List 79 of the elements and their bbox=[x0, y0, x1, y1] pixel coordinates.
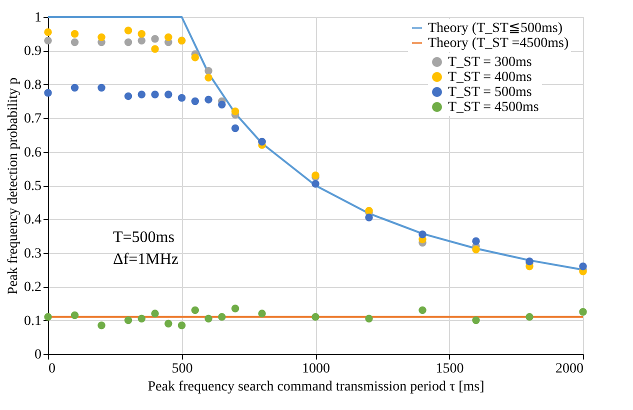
legend-label: Theory (T_ST =4500ms) bbox=[428, 36, 569, 51]
point bbox=[44, 313, 52, 321]
y-axis-title: Peak frequency detection probability p bbox=[6, 78, 21, 294]
legend-label: T_ST = 4500ms bbox=[448, 100, 539, 115]
point bbox=[258, 310, 266, 318]
x-tick-label: 1500 bbox=[436, 362, 464, 376]
point bbox=[70, 38, 79, 46]
point bbox=[98, 84, 106, 92]
point bbox=[151, 90, 159, 98]
point bbox=[579, 262, 587, 270]
point bbox=[124, 316, 132, 324]
point bbox=[138, 90, 146, 98]
point bbox=[472, 237, 480, 245]
point bbox=[164, 90, 172, 98]
x-axis-title: Peak frequency search command transmission period τ [ms] bbox=[148, 380, 484, 394]
point bbox=[164, 33, 172, 42]
point bbox=[312, 313, 320, 321]
legend-label: T_ST = 400ms bbox=[448, 70, 532, 85]
point bbox=[70, 84, 79, 92]
annotation: Δf=1MHz bbox=[113, 251, 179, 268]
point bbox=[138, 314, 146, 322]
point bbox=[231, 304, 240, 312]
legend-label: Theory (T_ST≦500ms) bbox=[428, 21, 563, 36]
x-tick-label: 500 bbox=[172, 362, 193, 376]
point bbox=[138, 36, 146, 44]
point bbox=[98, 321, 106, 330]
point bbox=[124, 92, 132, 100]
y-tick-label: 0.7 bbox=[24, 112, 42, 127]
point bbox=[472, 316, 480, 324]
y-tick-label: 0 bbox=[34, 348, 42, 362]
point bbox=[418, 306, 426, 314]
point bbox=[218, 313, 226, 321]
point bbox=[191, 97, 199, 106]
point bbox=[191, 54, 199, 62]
point bbox=[178, 321, 186, 330]
y-tick-label: 0.5 bbox=[24, 179, 42, 194]
point bbox=[44, 36, 52, 44]
point bbox=[178, 94, 186, 102]
point bbox=[151, 35, 159, 43]
point bbox=[526, 313, 534, 321]
point bbox=[472, 246, 480, 254]
legend-label: T_ST = 500ms bbox=[448, 85, 532, 100]
y-tick-label: 0.3 bbox=[24, 246, 42, 262]
y-tick-label: 0.2 bbox=[24, 280, 42, 296]
point bbox=[579, 308, 587, 316]
point bbox=[138, 30, 146, 38]
point bbox=[231, 107, 240, 116]
point bbox=[365, 314, 373, 322]
legend-label: T_ST = 300ms bbox=[448, 55, 532, 70]
point bbox=[191, 306, 199, 314]
point bbox=[151, 310, 159, 318]
point bbox=[124, 38, 132, 46]
point bbox=[312, 180, 320, 188]
point bbox=[98, 33, 106, 42]
point bbox=[151, 45, 159, 53]
y-tick-label: 0.8 bbox=[24, 78, 42, 93]
x-tick-label: 1000 bbox=[302, 362, 330, 376]
y-tick-label: 0.1 bbox=[24, 314, 42, 329]
point bbox=[164, 320, 172, 328]
y-tick-label: 1 bbox=[34, 10, 42, 26]
point bbox=[218, 100, 226, 108]
y-tick-label: 0.9 bbox=[24, 44, 42, 60]
point bbox=[70, 311, 79, 320]
x-tick-label: 2000 bbox=[556, 362, 584, 376]
point bbox=[204, 67, 212, 75]
point bbox=[204, 74, 212, 82]
annotation: T=500ms bbox=[113, 229, 174, 246]
y-tick-label: 0.6 bbox=[24, 145, 42, 160]
point bbox=[44, 88, 52, 97]
point bbox=[44, 28, 52, 36]
x-tick-label: 0 bbox=[48, 362, 56, 376]
point bbox=[124, 26, 132, 34]
point bbox=[365, 214, 373, 222]
point bbox=[418, 230, 426, 238]
y-tick-label: 0.4 bbox=[24, 212, 42, 228]
point bbox=[70, 30, 79, 38]
point bbox=[231, 124, 240, 132]
point bbox=[204, 96, 212, 104]
point bbox=[204, 314, 212, 322]
